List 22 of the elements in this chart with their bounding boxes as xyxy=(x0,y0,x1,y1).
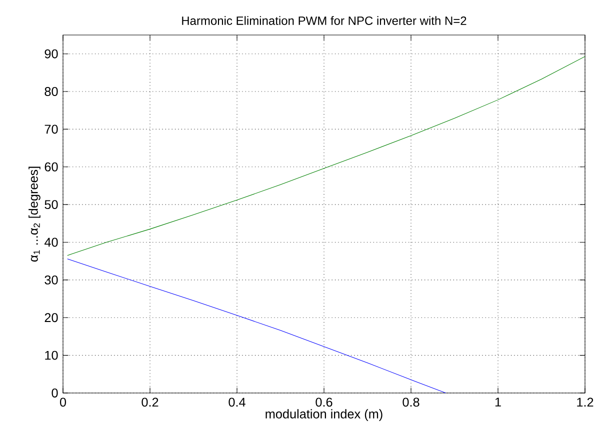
line-series xyxy=(67,258,446,393)
y-tick-label: 90 xyxy=(44,49,58,58)
x-tick-label: 0 xyxy=(60,398,66,407)
y-tick-label: 20 xyxy=(44,313,58,322)
y-tick-label: 70 xyxy=(44,124,58,134)
y-tick-label: 30 xyxy=(44,275,58,284)
line-series xyxy=(67,56,585,256)
y-tick-label: 60 xyxy=(44,162,58,172)
y-tick-label: 80 xyxy=(44,87,58,96)
x-tick-label: 1.2 xyxy=(577,398,594,407)
y-tick-label: 50 xyxy=(44,200,58,210)
x-axis-title: modulation index (m) xyxy=(266,409,382,421)
y-axis-title: α$_{1}$ ...α$_{2}$ [degrees] xyxy=(28,166,40,262)
y-tick-label: 10 xyxy=(45,350,58,360)
y-tick-label: 0 xyxy=(52,388,58,398)
chart-title: Harmonic Elimination PWM for NPC inverter with N=2 xyxy=(182,16,466,25)
x-tick-label: 0.6 xyxy=(316,398,332,407)
x-tick-label: 0.4 xyxy=(228,398,246,407)
x-tick-label: 0.2 xyxy=(142,398,158,407)
y-tick-label: 40 xyxy=(44,238,58,247)
x-tick-label: 1 xyxy=(495,398,501,406)
x-tick-label: 0.8 xyxy=(402,398,420,407)
